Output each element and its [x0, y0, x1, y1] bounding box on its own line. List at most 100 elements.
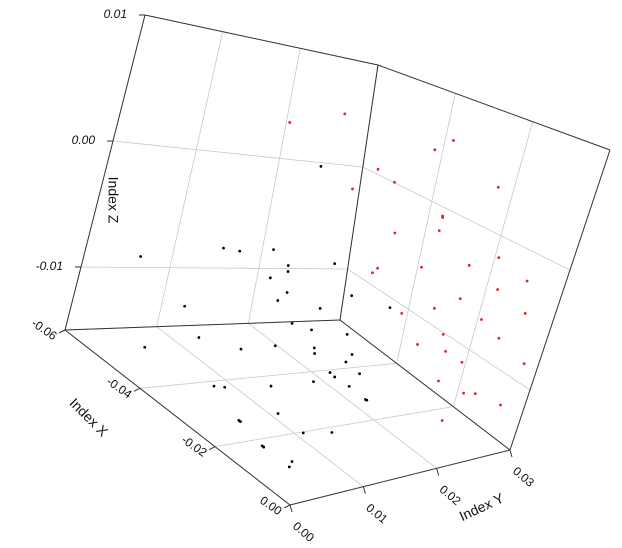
data-point: [273, 344, 277, 348]
data-point: [432, 306, 436, 310]
data-point: [388, 306, 392, 309]
grid-line: [80, 266, 348, 270]
data-point: [268, 276, 272, 280]
data-point: [269, 384, 273, 388]
z-tick-label: 0.01: [104, 7, 127, 21]
data-point: [310, 328, 313, 332]
tick-mark: [133, 387, 141, 392]
z-tick-label: 0.00: [72, 133, 96, 147]
data-point: [441, 333, 445, 336]
data-point: [333, 262, 337, 266]
box-edge: [64, 14, 146, 331]
data-point: [276, 412, 280, 415]
data-point: [499, 403, 502, 407]
data-point: [301, 431, 305, 435]
y-tick-label: 0.02: [437, 482, 464, 508]
data-point: [458, 297, 462, 301]
data-point: [437, 229, 441, 233]
data-point: [238, 249, 242, 253]
data-point: [376, 167, 380, 171]
data-point: [286, 264, 290, 267]
data-point: [276, 299, 280, 302]
data-point: [351, 187, 354, 191]
data-point: [473, 392, 477, 396]
data-point: [497, 336, 501, 340]
data-point: [452, 139, 455, 142]
z-tick-label: -0.01: [36, 259, 63, 273]
box-edge: [64, 319, 341, 331]
axis-title: Index Z: [105, 177, 121, 224]
data-point: [350, 353, 354, 356]
data-point: [444, 350, 448, 353]
data-point: [260, 444, 264, 448]
data-point: [467, 263, 471, 267]
data-point: [318, 307, 322, 310]
data-point: [343, 112, 347, 116]
data-point: [400, 312, 404, 315]
data-point: [365, 398, 369, 402]
data-point: [312, 380, 315, 383]
data-point: [496, 185, 500, 189]
box-edge: [289, 449, 511, 506]
tick-mark: [362, 486, 366, 494]
data-point: [440, 419, 444, 422]
grid-line: [396, 93, 456, 364]
tick-mark: [58, 329, 66, 334]
data-point: [287, 465, 291, 469]
data-point: [416, 343, 419, 346]
data-point: [433, 148, 437, 152]
data-point: [462, 391, 465, 395]
data-point: [350, 294, 354, 298]
box-edge: [144, 14, 379, 66]
data-point: [460, 360, 464, 364]
data-point: [330, 431, 334, 434]
data-point: [522, 362, 526, 366]
grid-line: [452, 121, 534, 407]
grid-line: [247, 48, 301, 324]
tick-mark: [283, 504, 291, 509]
data-point: [525, 279, 529, 283]
data-point: [290, 321, 294, 325]
data-point: [313, 352, 316, 355]
data-point: [143, 345, 147, 349]
data-point: [441, 216, 445, 219]
grid-line: [362, 166, 571, 271]
box-edge: [64, 329, 291, 506]
box-edge: [377, 64, 611, 151]
data-point: [285, 291, 289, 294]
data-point: [344, 360, 348, 364]
grid-line: [156, 31, 224, 327]
box-edge: [339, 319, 511, 451]
data-point: [290, 460, 294, 463]
data-point: [286, 270, 290, 273]
data-point: [183, 304, 187, 308]
data-point: [312, 346, 316, 350]
data-point: [497, 256, 501, 259]
data-point: [480, 318, 483, 321]
grid-line: [248, 323, 437, 469]
data-point: [420, 265, 423, 269]
data-point: [333, 375, 337, 379]
data-point: [288, 121, 292, 124]
data-point: [197, 336, 201, 339]
box-edge: [339, 64, 379, 321]
grid-line: [347, 268, 531, 391]
grid-line: [139, 362, 397, 389]
tick-mark: [509, 449, 513, 458]
data-point: [347, 384, 351, 388]
data-point: [376, 266, 379, 270]
grid-line: [112, 140, 363, 168]
data-point: [272, 248, 275, 252]
data-point: [223, 385, 227, 389]
x-tick-label: 0.00: [257, 493, 284, 518]
x-tick-label: -0.04: [104, 374, 135, 401]
data-point: [239, 420, 242, 423]
data-point: [393, 231, 397, 235]
data-point: [437, 379, 440, 383]
data-point: [222, 246, 225, 250]
data-point: [319, 164, 323, 168]
y-tick-label: 0.03: [510, 464, 537, 490]
data-point: [358, 372, 361, 376]
y-tick-label: 0.01: [363, 501, 390, 527]
